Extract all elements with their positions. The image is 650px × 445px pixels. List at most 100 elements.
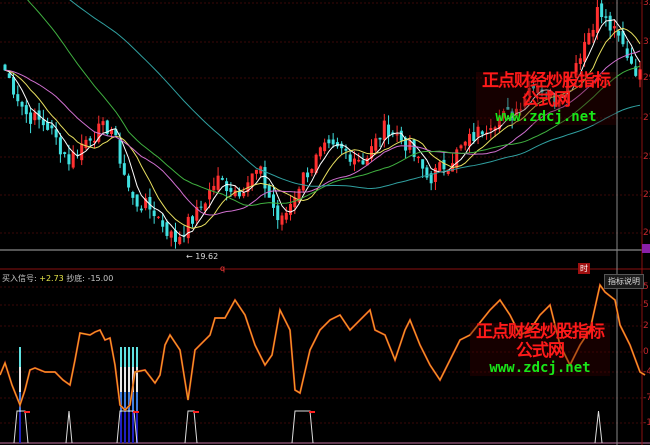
candle-body	[131, 192, 135, 198]
candle-body	[97, 123, 101, 142]
bottom-value: -15.00	[87, 274, 114, 283]
candle-body	[595, 7, 599, 33]
candle-body	[3, 64, 7, 71]
candle-body	[344, 148, 348, 151]
candle-body	[88, 138, 92, 141]
watermark-title: 正点财经炒股指标公式网	[476, 322, 605, 361]
indicator-help-button[interactable]: 指标说明	[604, 274, 644, 289]
candle-body	[399, 130, 403, 141]
candle-body	[357, 159, 361, 162]
candle-body	[348, 154, 352, 162]
indicator-axis-label: 5	[643, 300, 649, 310]
signal-pulse	[594, 410, 603, 444]
candle-body	[621, 31, 625, 45]
candle-body	[208, 189, 212, 200]
candle-body	[80, 143, 84, 161]
price-axis-label: 29	[643, 73, 650, 83]
candle-body	[493, 127, 497, 131]
candle-body	[463, 141, 467, 146]
candle-body	[531, 85, 535, 89]
price-axis-label: 25	[643, 152, 650, 162]
moving-average-line	[4, 27, 641, 229]
candle-body	[242, 192, 246, 197]
candle-body	[156, 216, 160, 218]
candle-body	[186, 216, 190, 239]
signal-bar	[136, 367, 138, 392]
candle-body	[476, 126, 480, 138]
candle-body	[604, 16, 608, 18]
signal-bar	[132, 392, 134, 412]
candle-body	[135, 194, 139, 207]
moving-average-line	[27, 0, 641, 206]
signal-pulse	[116, 410, 138, 444]
candle-body	[544, 93, 548, 96]
candle-body	[412, 139, 416, 157]
candle-body	[233, 190, 237, 197]
candle-body	[327, 139, 331, 144]
signal-bar	[128, 367, 130, 392]
candle-body	[549, 90, 553, 98]
signal-bar	[124, 412, 126, 443]
signal-bar	[132, 347, 134, 367]
candle-body	[297, 188, 301, 203]
candle-body	[502, 111, 506, 119]
candle-body	[144, 198, 148, 209]
candle-body	[489, 128, 493, 131]
candle-body	[67, 154, 71, 165]
signal-bar	[124, 347, 126, 367]
candle-body	[50, 125, 54, 129]
candle-body	[148, 197, 152, 210]
candle-body	[382, 120, 386, 141]
candle-body	[195, 206, 199, 221]
candle-body	[216, 175, 220, 190]
candle-body	[497, 117, 501, 130]
candle-body	[634, 66, 638, 76]
candle-body	[127, 175, 131, 188]
candle-body	[152, 210, 156, 217]
candle-body	[629, 56, 633, 64]
candle-body	[46, 121, 50, 130]
signal-bar	[136, 392, 138, 412]
candle-body	[310, 169, 314, 173]
candle-body	[408, 140, 412, 150]
low-price-label: ← 19.62	[186, 252, 219, 261]
signal-pulse	[13, 410, 29, 444]
indicator-axis-label: 0	[643, 347, 649, 357]
candle-body	[24, 105, 28, 115]
candle-body	[536, 85, 540, 93]
candle-body	[612, 26, 616, 29]
price-axis-label: 31	[643, 37, 650, 47]
candle-body	[271, 194, 275, 208]
candle-body	[161, 220, 165, 227]
moving-average-line	[4, 19, 641, 238]
signal-bar	[128, 347, 130, 367]
indicator-axis-label: -7	[643, 393, 650, 403]
watermark-url: www.zdcj.net	[495, 109, 597, 125]
candle-body	[101, 121, 105, 126]
candle-body	[29, 112, 33, 124]
signal-bar	[19, 347, 21, 367]
candle-body	[293, 197, 297, 208]
indicator-axis-label: 2	[643, 321, 649, 331]
candle-body	[254, 169, 258, 174]
candle-body	[514, 108, 518, 116]
candle-body	[41, 119, 45, 126]
candle-body	[438, 162, 442, 172]
candle-body	[446, 169, 450, 174]
candle-body	[220, 178, 224, 180]
candle-body	[63, 152, 67, 154]
date-mark-cursor: 时	[578, 263, 590, 274]
signal-bar	[19, 412, 21, 443]
candle-body	[118, 139, 122, 164]
candle-body	[553, 94, 557, 107]
candle-body	[472, 132, 476, 141]
candle-body	[608, 15, 612, 31]
candle-body	[314, 154, 318, 174]
candle-body	[433, 167, 437, 182]
candle-body	[165, 222, 169, 236]
candle-body	[237, 190, 241, 197]
candle-body	[318, 147, 322, 157]
candle-body	[519, 109, 523, 111]
candle-body	[301, 172, 305, 191]
